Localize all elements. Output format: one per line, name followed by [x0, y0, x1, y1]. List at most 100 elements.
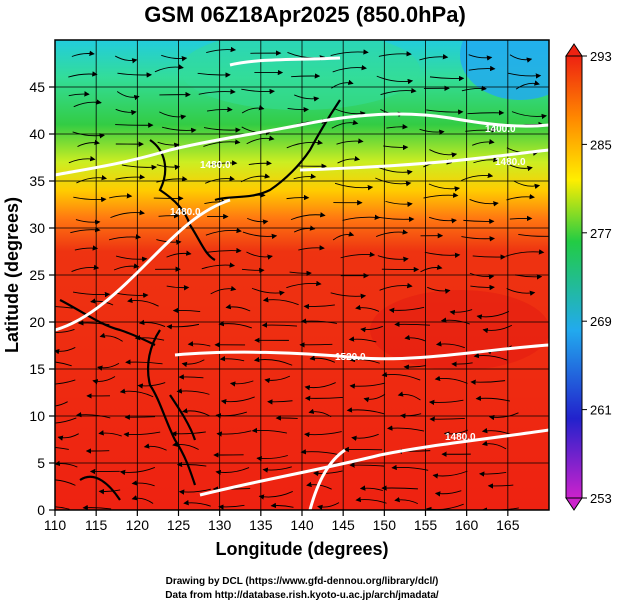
streamline: [404, 334, 426, 342]
streamline: [125, 359, 163, 365]
streamline: [241, 267, 265, 274]
streamline: [55, 347, 76, 355]
streamline: [394, 496, 418, 505]
colorbar-tick-label: 277: [590, 226, 612, 241]
x-axis-ticks: 110 115 120 125 130 135 140 145 150 155 160 165: [44, 510, 520, 533]
y-tick-label: 20: [29, 314, 45, 330]
streamline: [465, 127, 497, 133]
streamline: [71, 264, 100, 272]
streamline: [241, 105, 265, 114]
streamline: [336, 138, 364, 145]
streamline: [161, 54, 188, 62]
streamline: [331, 119, 359, 129]
streamline: [218, 320, 252, 329]
streamline: [115, 255, 148, 262]
streamline: [246, 135, 275, 145]
streamline: [428, 183, 461, 192]
streamline: [304, 382, 336, 391]
streamline: [428, 216, 457, 224]
height-contours: [55, 56, 549, 510]
streamline: [419, 128, 445, 135]
colorbar-top-arrow: [565, 43, 583, 57]
streamline: [113, 263, 140, 271]
streamline: [72, 291, 111, 298]
streamline: [55, 446, 69, 450]
streamline: [330, 49, 369, 56]
streamline: [514, 274, 543, 280]
streamline: [206, 247, 242, 254]
streamline: [286, 194, 310, 201]
streamline: [313, 470, 343, 477]
streamline: [334, 108, 366, 117]
streamline: [246, 251, 273, 260]
streamline: [378, 51, 412, 57]
streamline: [215, 467, 250, 476]
y-tick-label: 30: [29, 220, 45, 236]
streamline: [55, 361, 72, 367]
streamline: [377, 216, 415, 222]
streamline: [487, 483, 514, 489]
streamline: [55, 306, 73, 309]
streamline: [57, 433, 79, 441]
streamline: [267, 399, 293, 405]
streamline: [116, 91, 140, 101]
streamline: [256, 455, 288, 462]
streamline: [251, 287, 285, 296]
contour-label: 1480.0: [495, 157, 526, 168]
streamline: [303, 431, 342, 438]
streamline: [157, 141, 180, 148]
streamline: [419, 54, 449, 61]
streamline: [92, 376, 116, 385]
streamline: [166, 250, 192, 258]
streamline: [270, 502, 294, 509]
streamline: [388, 306, 425, 314]
streamline: [383, 144, 409, 151]
streamline: [166, 323, 200, 330]
streamline: [340, 251, 376, 259]
streamline: [176, 461, 207, 468]
streamline: [73, 196, 107, 203]
streamline: [71, 50, 95, 57]
streamline: [181, 359, 205, 368]
x-tick-label: 160: [455, 517, 479, 533]
streamline: [73, 99, 102, 108]
streamline: [197, 72, 231, 78]
streamline: [219, 356, 245, 362]
y-tick-label: 40: [29, 126, 45, 142]
streamline: [123, 431, 161, 438]
streamline: [385, 200, 413, 207]
streamline: [470, 284, 495, 291]
streamline: [391, 464, 429, 471]
streamline: [337, 155, 360, 164]
streamline: [294, 94, 320, 102]
streamline: [203, 127, 241, 133]
streamline: [509, 54, 533, 63]
streamline: [68, 71, 98, 78]
streamline: [332, 64, 367, 73]
y-tick-label: 5: [37, 455, 45, 471]
streamline: [515, 80, 540, 90]
contour-labels: 1400.0 1480.0 1480.0 1480.0 1520.0 1480.…: [170, 124, 526, 443]
streamline: [505, 249, 545, 257]
streamline: [178, 374, 204, 380]
streamline: [473, 352, 508, 361]
streamline: [300, 449, 339, 456]
streamline: [468, 54, 493, 61]
streamline: [420, 264, 443, 273]
streamline: [55, 417, 77, 424]
streamline: [317, 502, 340, 510]
streamline: [205, 227, 242, 236]
streamline: [330, 292, 367, 299]
streamline: [115, 174, 146, 180]
streamline: [400, 413, 422, 419]
streamline: [182, 408, 210, 417]
streamline: [379, 282, 413, 291]
streamline: [299, 342, 333, 348]
streamline: [386, 124, 408, 130]
streamline: [513, 180, 541, 190]
streamline: [461, 85, 487, 92]
streamline: [481, 507, 519, 510]
y-tick-label: 10: [29, 408, 45, 424]
streamline: [68, 91, 90, 97]
streamline: [115, 108, 137, 116]
